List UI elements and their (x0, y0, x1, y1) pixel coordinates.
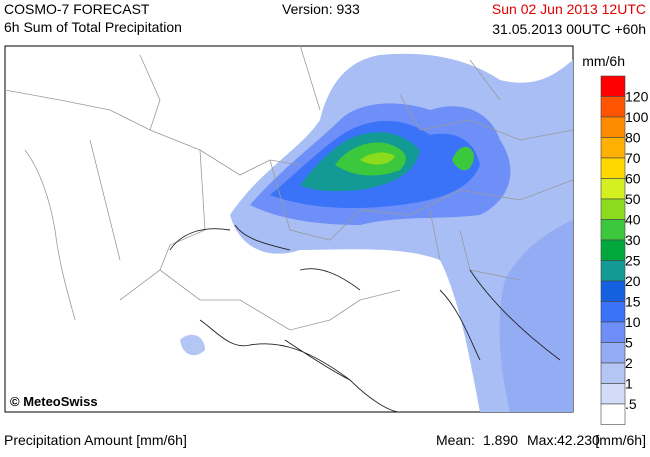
legend-label: 30 (625, 232, 641, 248)
legend-swatch (600, 301, 626, 323)
legend-swatch (600, 239, 626, 261)
footer-unit: [mm/6h] (595, 432, 646, 448)
legend-swatch (600, 96, 626, 118)
copyright: © MeteoSwiss (10, 394, 98, 409)
legend-label: 5 (625, 335, 633, 351)
legend-swatch (600, 75, 626, 97)
legend-swatch (600, 116, 626, 138)
legend-swatch (600, 383, 626, 405)
legend-swatch (600, 342, 626, 364)
legend-swatch (600, 137, 626, 159)
legend-unit: mm/6h (582, 53, 625, 69)
legend-swatch (600, 157, 626, 179)
legend-swatch (600, 178, 626, 200)
legend-label: 120 (625, 89, 649, 105)
title: COSMO-7 FORECAST (4, 1, 150, 17)
legend-label: 15 (625, 294, 641, 310)
legend-label: 1 (625, 376, 633, 392)
footer-mean: 1.890 (483, 432, 518, 448)
footer-left: Precipitation Amount [mm/6h] (4, 432, 187, 448)
run-time: 31.05.2013 00UTC +60h (492, 21, 646, 37)
legend-label: 80 (625, 130, 641, 146)
legend-label: 40 (625, 212, 641, 228)
legend-swatch (600, 362, 626, 384)
legend-swatch (600, 198, 626, 220)
footer-mean-label: Mean: (436, 432, 475, 448)
footer-max: 42.230 (557, 432, 600, 448)
legend-label: 20 (625, 273, 641, 289)
legend-swatch (600, 219, 626, 241)
legend-swatch (600, 260, 626, 282)
legend-label: 2 (625, 355, 633, 371)
map: © MeteoSwiss (4, 45, 574, 413)
legend-label: .5 (625, 396, 637, 412)
legend-swatch (600, 403, 626, 425)
subtitle: 6h Sum of Total Precipitation (4, 19, 182, 35)
legend-label: 60 (625, 171, 641, 187)
footer-max-label: Max: (527, 432, 557, 448)
version: Version: 933 (282, 1, 360, 17)
legend-label: 100 (625, 109, 649, 125)
precipitation (180, 53, 573, 412)
legend-swatch (600, 321, 626, 343)
legend-label: 25 (625, 253, 641, 269)
legend-label: 50 (625, 191, 641, 207)
legend-label: 10 (625, 314, 641, 330)
legend: 120 100 80 70 60 50 40 30 25 20 15 10 5 2 1 .5 (600, 75, 649, 425)
legend-swatch (600, 280, 626, 302)
valid-time: Sun 02 Jun 2013 12UTC (492, 1, 646, 17)
legend-label: 70 (625, 150, 641, 166)
